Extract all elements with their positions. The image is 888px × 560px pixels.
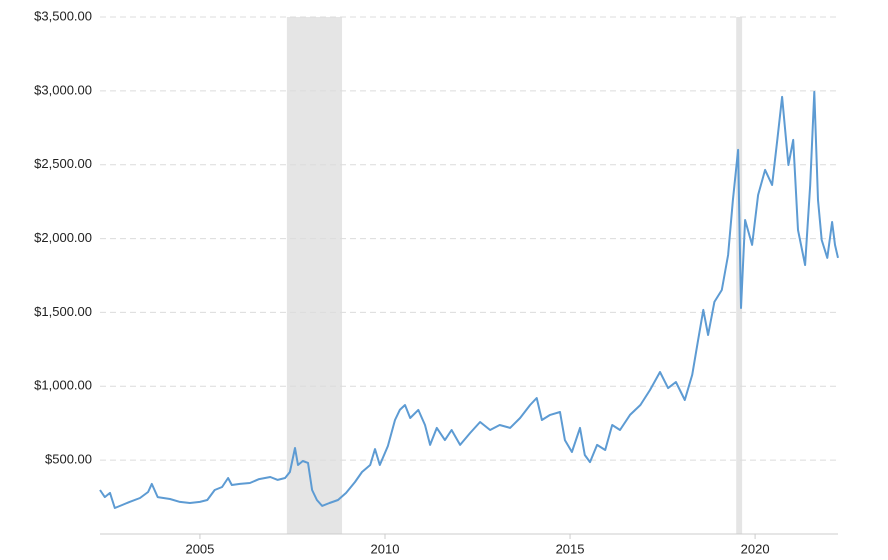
x-tick-label: 2005 <box>185 541 214 556</box>
x-tick-label: 2020 <box>741 541 770 556</box>
recession-band <box>736 17 743 534</box>
y-tick-label: $1,500.00 <box>34 304 92 319</box>
recession-band <box>286 17 343 534</box>
price-line <box>99 90 839 509</box>
y-tick-label: $500.00 <box>45 452 92 467</box>
x-tick-label: 2015 <box>556 541 585 556</box>
x-tick-label: 2010 <box>371 541 400 556</box>
y-tick-label: $2,000.00 <box>34 230 92 245</box>
y-tick-label: $2,500.00 <box>34 156 92 171</box>
y-tick-label: $3,000.00 <box>34 82 92 97</box>
y-tick-label: $1,000.00 <box>34 378 92 393</box>
y-tick-label: $3,500.00 <box>34 8 92 23</box>
